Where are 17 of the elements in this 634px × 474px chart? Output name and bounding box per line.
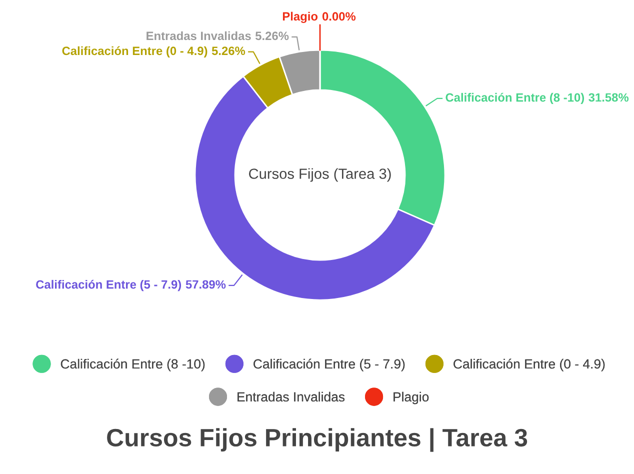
legend-label: Calificación Entre (8 -10) xyxy=(60,358,205,372)
category-label: Plagio xyxy=(282,12,318,23)
text: Cursos Fijos Principiantes | Tarea 3 xyxy=(107,428,528,452)
slice-label: Calificación Entre (8 -10) xyxy=(446,92,584,104)
slice-label: Calificación Entre (5 - 7.9) xyxy=(36,280,182,292)
data-label: 31.58% xyxy=(588,93,629,102)
text: Cursos Fijos (Tarea 3) xyxy=(249,168,391,182)
legend-label: Plagio xyxy=(394,392,429,404)
slice-label: Calificación Entre (0 - 4.9) xyxy=(62,46,208,58)
legend-label: Calificación Entre (5 - 7.9) xyxy=(254,358,405,372)
slice-label: Entradas Invalidas xyxy=(146,31,251,40)
data-label: 5.26% xyxy=(212,46,246,56)
text: 0.00% xyxy=(322,12,356,21)
data-label: 57.89% xyxy=(186,280,226,289)
legend-label: Calificación Entre (0 - 4.9) xyxy=(454,358,605,372)
legend-label: Entradas Invalidas xyxy=(238,392,345,402)
data-label: 5.26% xyxy=(255,32,289,40)
